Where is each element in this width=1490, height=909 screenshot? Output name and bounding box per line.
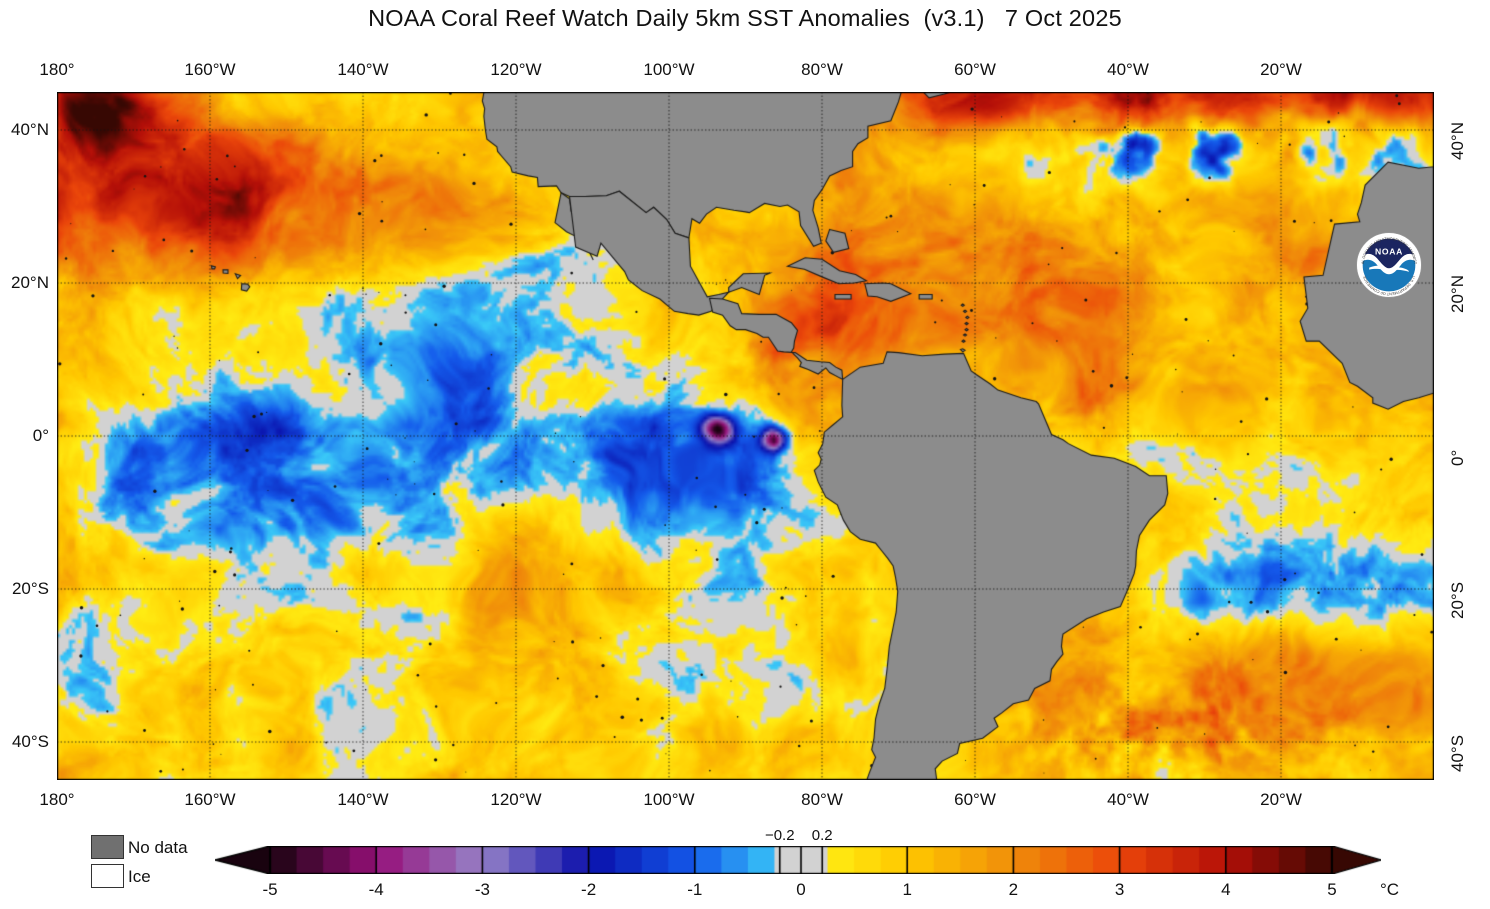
svg-text:NOAA: NOAA: [1375, 246, 1403, 256]
